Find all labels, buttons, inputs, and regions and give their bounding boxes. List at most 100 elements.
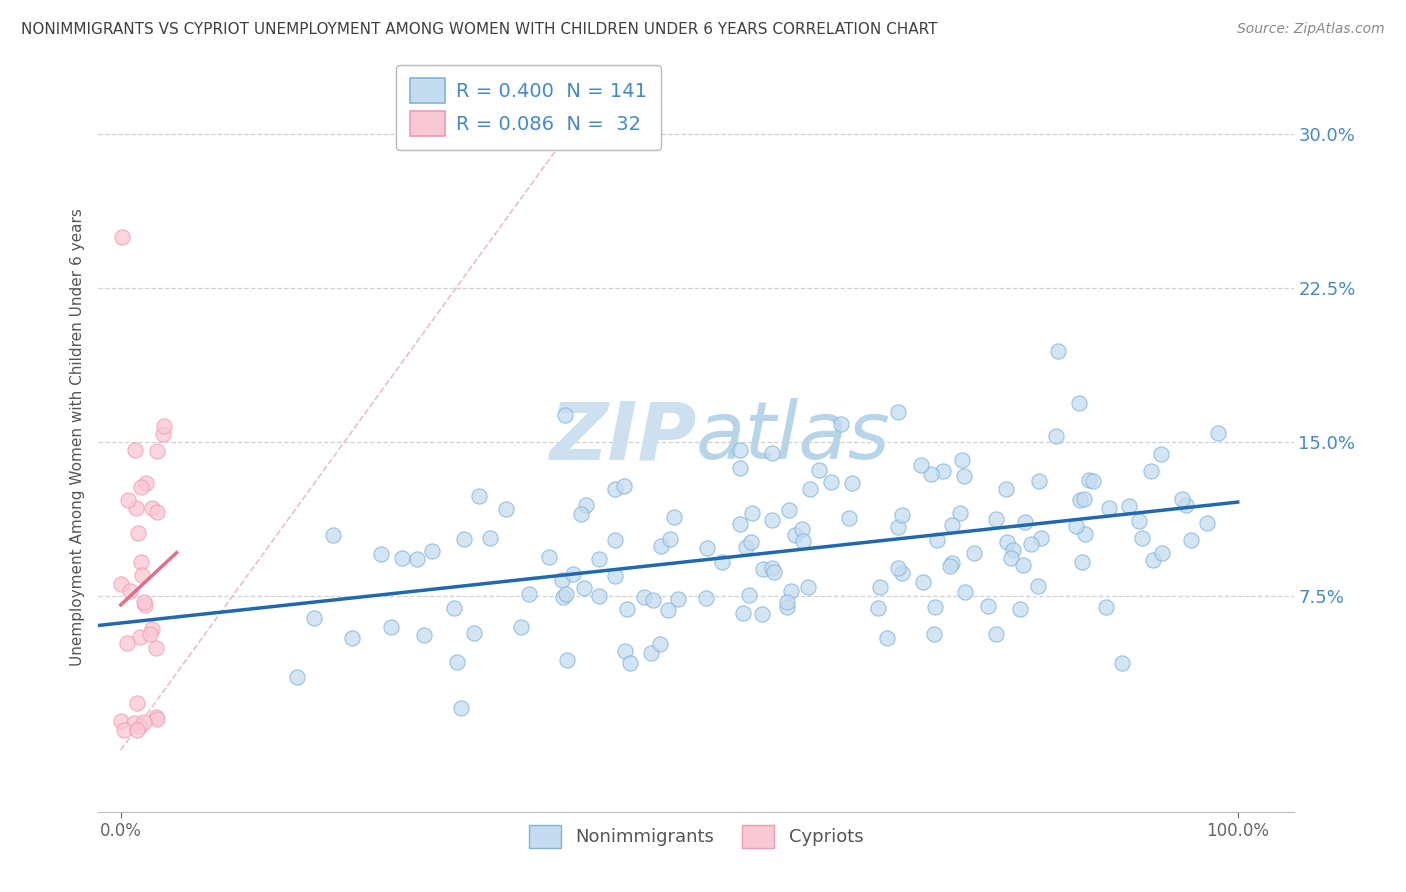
Point [776, 595, 799, 609]
Point [145, 443, 167, 458]
Point [588, 589, 610, 603]
Point [941, 556, 963, 570]
Point [1095, 600, 1118, 615]
Point [963, 546, 986, 560]
Point [538, 549, 561, 564]
Point [380, 620, 402, 634]
Point [837, 511, 859, 525]
Point [890, 566, 912, 581]
Point [868, 601, 890, 615]
Point [342, 631, 364, 645]
Point [141, 623, 163, 637]
Point [920, 467, 942, 481]
Point [495, 502, 517, 516]
Point [728, 442, 751, 457]
Point [1026, 579, 1049, 593]
Point [115, 636, 138, 650]
Point [950, 453, 973, 467]
Point [890, 508, 912, 522]
Point [572, 581, 595, 595]
Point [302, 610, 325, 624]
Point [887, 520, 910, 534]
Point [141, 500, 163, 515]
Point [953, 468, 976, 483]
Point [370, 547, 392, 561]
Point [1180, 533, 1202, 547]
Point [117, 493, 139, 508]
Point [478, 532, 501, 546]
Point [659, 533, 682, 547]
Point [734, 540, 756, 554]
Point [551, 590, 574, 604]
Point [932, 464, 955, 478]
Point [733, 607, 755, 621]
Point [562, 567, 585, 582]
Point [949, 506, 972, 520]
Point [657, 602, 679, 616]
Point [640, 646, 662, 660]
Point [128, 719, 150, 733]
Point [124, 442, 146, 457]
Point [761, 513, 783, 527]
Text: NONIMMIGRANTS VS CYPRIOT UNEMPLOYMENT AMONG WOMEN WITH CHILDREN UNDER 6 YEARS CO: NONIMMIGRANTS VS CYPRIOT UNEMPLOYMENT AM… [21, 22, 938, 37]
Point [125, 696, 148, 710]
Point [763, 565, 786, 579]
Point [1081, 474, 1104, 488]
Point [603, 533, 626, 547]
Point [616, 602, 638, 616]
Point [1139, 464, 1161, 478]
Point [633, 590, 655, 604]
Point [614, 644, 637, 658]
Point [1019, 537, 1042, 551]
Point [696, 541, 718, 555]
Point [146, 712, 169, 726]
Point [650, 539, 672, 553]
Point [588, 552, 610, 566]
Point [796, 580, 818, 594]
Point [807, 463, 830, 477]
Point [761, 561, 783, 575]
Point [125, 723, 148, 737]
Point [1045, 429, 1067, 443]
Point [450, 701, 472, 715]
Point [648, 637, 671, 651]
Point [391, 550, 413, 565]
Point [1000, 551, 1022, 566]
Point [869, 580, 891, 594]
Point [1077, 474, 1099, 488]
Y-axis label: Unemployment Among Women with Children Under 6 years: Unemployment Among Women with Children U… [69, 208, 84, 666]
Point [738, 588, 761, 602]
Point [134, 599, 156, 613]
Text: Source: ZipAtlas.com: Source: ZipAtlas.com [1237, 22, 1385, 37]
Point [134, 715, 156, 730]
Point [761, 446, 783, 460]
Point [1128, 514, 1150, 528]
Point [453, 532, 475, 546]
Point [139, 626, 162, 640]
Point [912, 574, 935, 589]
Point [420, 544, 443, 558]
Point [1047, 343, 1070, 358]
Point [127, 525, 149, 540]
Point [145, 710, 167, 724]
Point [146, 505, 169, 519]
Point [695, 591, 717, 606]
Point [984, 627, 1007, 641]
Point [128, 630, 150, 644]
Point [1150, 547, 1173, 561]
Point [830, 417, 852, 431]
Point [1175, 498, 1198, 512]
Point [322, 528, 344, 542]
Point [778, 503, 800, 517]
Point [129, 555, 152, 569]
Point [1014, 515, 1036, 529]
Point [924, 600, 946, 615]
Point [740, 535, 762, 549]
Point [995, 535, 1018, 549]
Point [1111, 656, 1133, 670]
Point [1010, 601, 1032, 615]
Point [285, 670, 308, 684]
Point [799, 482, 821, 496]
Point [463, 625, 485, 640]
Point [790, 522, 813, 536]
